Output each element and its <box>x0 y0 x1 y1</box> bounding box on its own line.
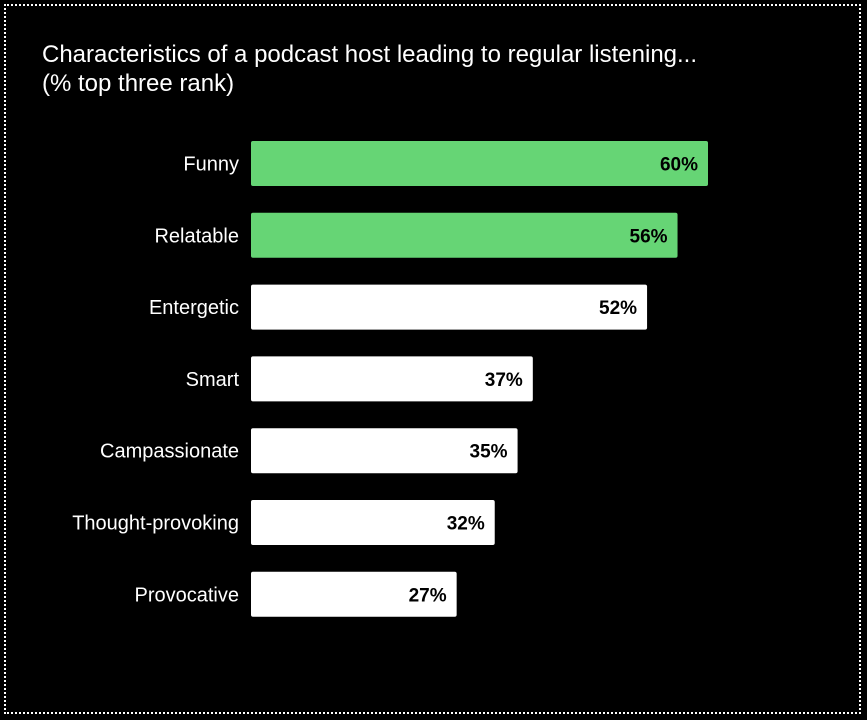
category-label-thought-provoking: Thought-provoking <box>72 513 239 535</box>
bar-smart <box>251 356 533 402</box>
category-label-funny: Funny <box>183 154 239 176</box>
value-label-entergetic: 52% <box>599 298 637 319</box>
category-label-relatable: Relatable <box>154 225 239 247</box>
value-label-provocative: 27% <box>409 585 447 606</box>
category-label-entergetic: Entergetic <box>149 297 239 319</box>
value-label-smart: 37% <box>485 370 523 391</box>
category-label-campassionate: Campassionate <box>100 441 239 463</box>
value-label-thought-provoking: 32% <box>447 514 485 535</box>
bar-thought-provoking <box>251 500 495 545</box>
chart-subtitle: (% top three rank) <box>42 70 235 97</box>
chart-title: Characteristics of a podcast host leadin… <box>42 41 698 68</box>
value-label-relatable: 56% <box>630 226 668 247</box>
bar-funny <box>251 141 708 186</box>
chart-title-block: Characteristics of a podcast host leadin… <box>42 40 697 98</box>
category-label-provocative: Provocative <box>135 584 240 606</box>
chart-frame <box>4 4 861 714</box>
bar-entergetic <box>251 284 648 330</box>
value-label-campassionate: 35% <box>470 442 508 463</box>
category-label-smart: Smart <box>186 369 240 391</box>
bar-provocative <box>251 571 457 617</box>
bar-relatable <box>251 212 678 258</box>
bar-campassionate <box>251 428 518 474</box>
value-label-funny: 60% <box>660 155 698 176</box>
